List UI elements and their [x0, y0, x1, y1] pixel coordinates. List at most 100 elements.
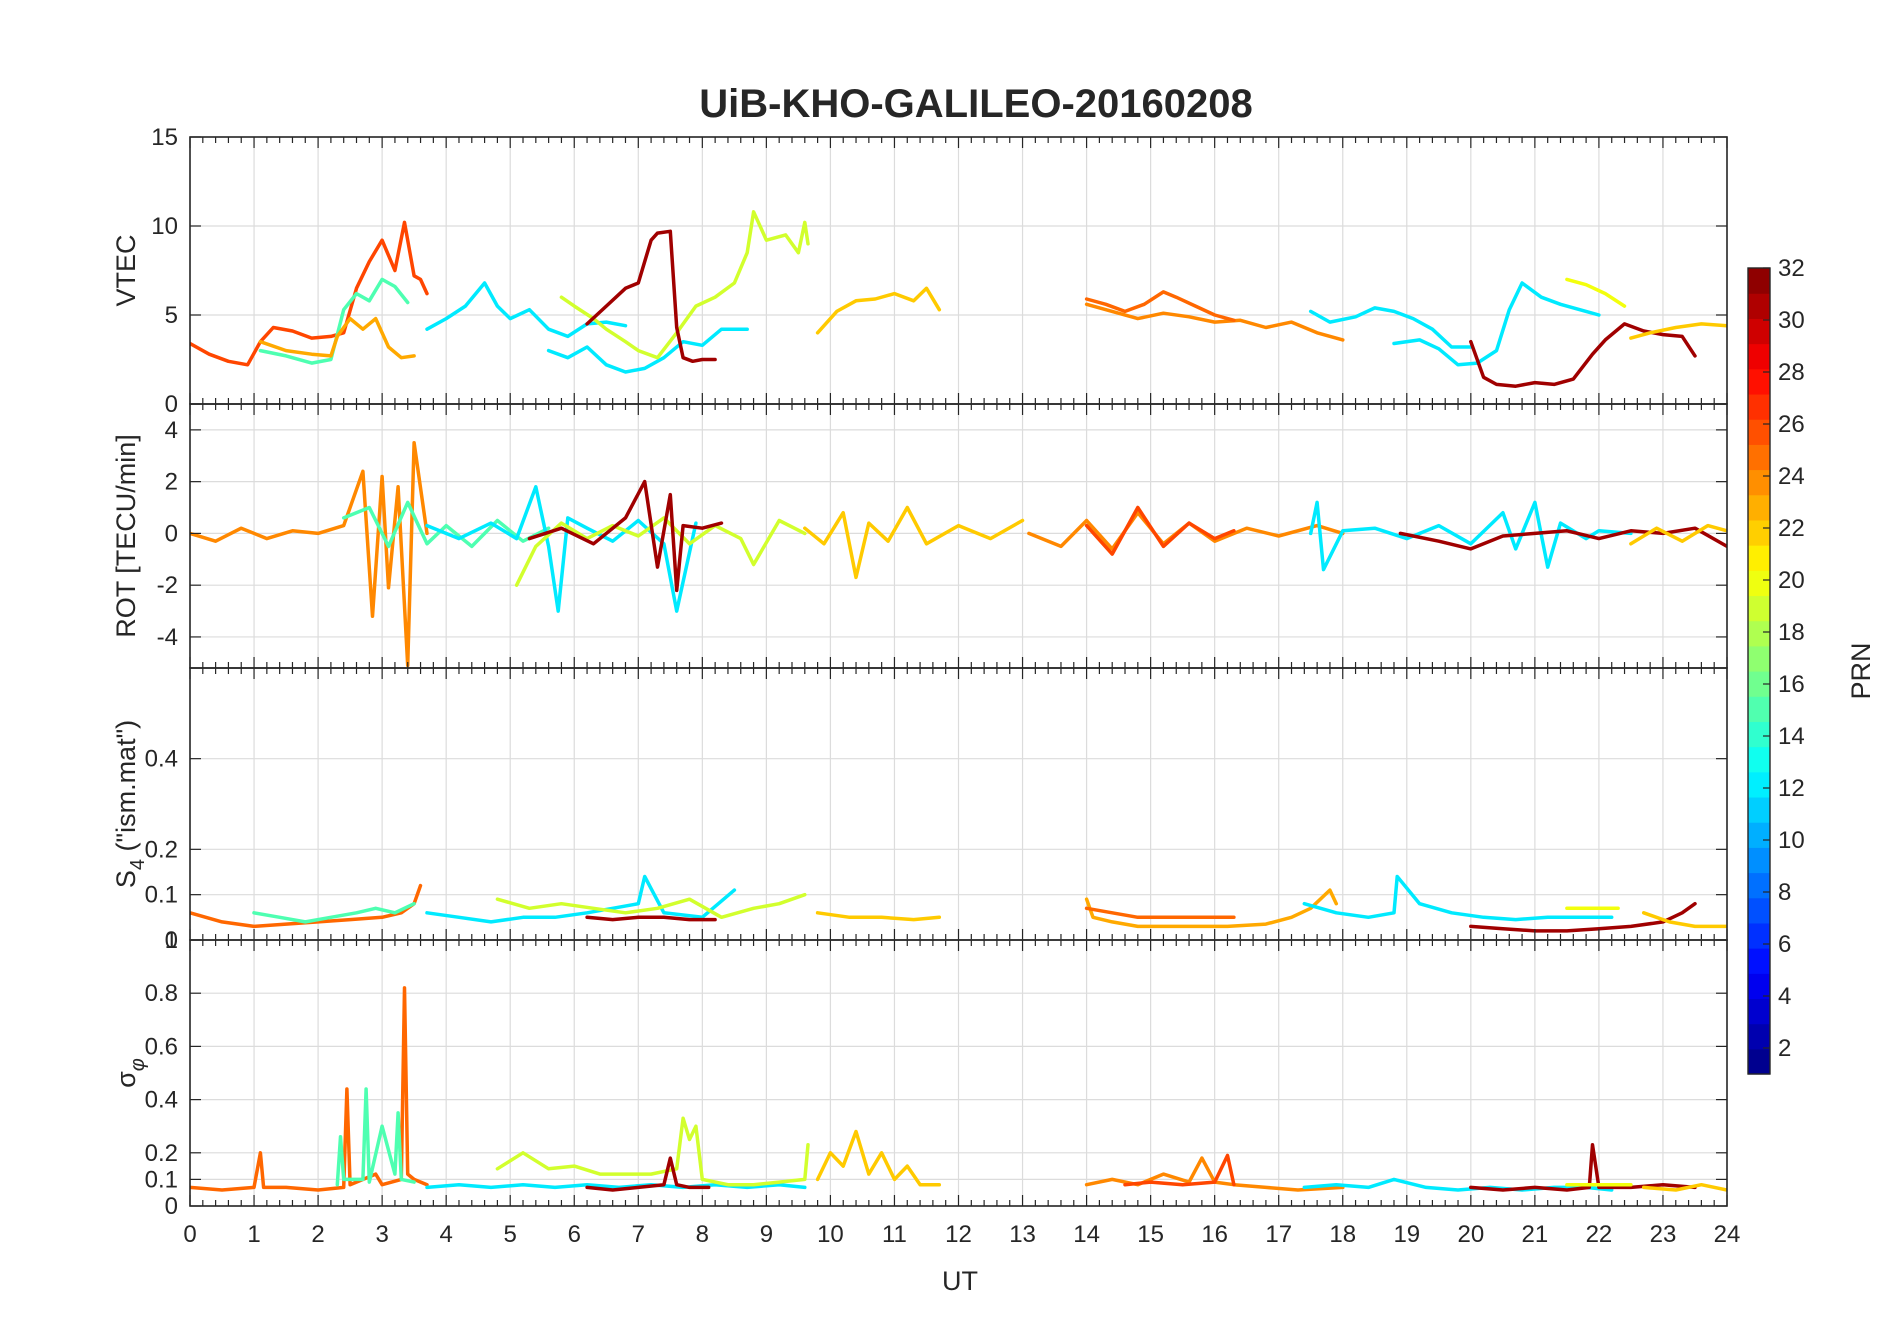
x-tick-label: 12 [945, 1221, 972, 1248]
x-tick-label: 5 [504, 1221, 517, 1248]
vtec-series-prn-31-12 [1469, 322, 1697, 388]
sigma-series-prn-31-4 [585, 1156, 711, 1192]
vtec-series-prn-12-10 [1308, 306, 1473, 349]
colorbar-swatch [1748, 268, 1770, 294]
colorbar-swatch [1748, 293, 1770, 319]
colorbar-tick-label: 16 [1778, 671, 1805, 698]
vtec-series-prn-23-2 [258, 316, 416, 360]
colorbar-swatch [1748, 696, 1770, 722]
vtec-y-tick-label: 10 [151, 213, 178, 240]
x-tick-label: 4 [439, 1221, 452, 1248]
sigma-series-prn-22-5 [815, 1129, 942, 1187]
sigma-series-prn-19-3 [495, 1116, 810, 1187]
vtec-series-prn-19-5 [559, 210, 810, 360]
vtec-y-tick-label: 5 [165, 302, 178, 329]
vtec-series-prn-24-8 [1084, 302, 1345, 342]
colorbar-tick-label: 32 [1778, 255, 1805, 282]
rot-series-prn-15-1 [341, 500, 551, 549]
colorbar-swatch [1748, 847, 1770, 874]
s4-series-prn-22-11 [1641, 911, 1727, 929]
rot-series-prn-26-7 [1084, 505, 1236, 556]
x-tick-label: 2 [311, 1221, 324, 1248]
vtec-series-prn-25-9 [1084, 290, 1236, 323]
s4-series-prn-31-4 [585, 915, 717, 922]
vtec-series-prn-12-4 [546, 327, 749, 374]
colorbar-tick-label: 10 [1778, 827, 1805, 854]
colorbar-swatch [1748, 444, 1770, 471]
colorbar-swatch [1748, 746, 1770, 773]
colorbar-tick-label: 4 [1778, 983, 1791, 1010]
x-tick-label: 16 [1201, 1221, 1228, 1248]
colorbar-swatch [1748, 393, 1770, 420]
colorbar-tick-label: 30 [1778, 307, 1805, 334]
s4-y-tick-label: 0 [165, 927, 178, 954]
colorbar-tick-label: 18 [1778, 619, 1805, 646]
x-tick-label: 24 [1714, 1221, 1741, 1248]
x-tick-label: 15 [1137, 1221, 1164, 1248]
vtec-series-prn-22-14 [1629, 322, 1727, 340]
colorbar-swatch [1748, 721, 1770, 748]
colorbar-swatch [1748, 1048, 1770, 1075]
colorbar-tick-label: 8 [1778, 879, 1791, 906]
rot-y-tick-label: 2 [165, 469, 178, 496]
s4-y-tick-label: 0.2 [145, 836, 178, 863]
sigma-series-prn-12-8 [1302, 1177, 1614, 1192]
rot-series-prn-31-4 [527, 479, 724, 593]
colorbar-tick-label: 28 [1778, 359, 1805, 386]
colorbar-swatch [1748, 545, 1770, 571]
colorbar-label: PRN [1846, 642, 1876, 699]
colorbar-swatch [1748, 494, 1770, 521]
x-tick-label: 19 [1393, 1221, 1420, 1248]
sigma-series-prn-26-7 [1123, 1153, 1236, 1187]
x-tick-label: 7 [632, 1221, 645, 1248]
colorbar-swatch [1748, 973, 1770, 1000]
rot-series-prn-19-3 [514, 516, 807, 587]
colorbar-swatch [1748, 922, 1770, 949]
colorbar-swatch [1748, 519, 1770, 546]
x-tick-label: 14 [1073, 1221, 1100, 1248]
rot-series-prn-22-10 [1629, 523, 1727, 546]
s4-series-prn-19-3 [495, 892, 807, 920]
x-tick-label: 21 [1522, 1221, 1549, 1248]
x-tick-label: 11 [882, 1221, 907, 1248]
colorbar-swatch [1748, 570, 1770, 597]
colorbar-tick-label: 24 [1778, 463, 1805, 490]
colorbar-frame [1747, 267, 1771, 1075]
colorbar-swatch [1748, 822, 1770, 848]
vtec-series-prn-26-0 [190, 220, 429, 367]
sigma-y-tick-label: 0 [165, 1193, 178, 1220]
x-tick-label: 20 [1457, 1221, 1484, 1248]
colorbar-swatch [1748, 645, 1770, 672]
rot-series-group [190, 441, 1727, 668]
panel-rot: -4 -2 0 2 4 ROT [TECU/min] [111, 403, 1728, 669]
panel-vtec: 0 5 10 15 VTEC [111, 124, 1728, 418]
x-tick-label: 10 [817, 1221, 844, 1248]
sigma-axes-frame [189, 939, 1728, 1207]
rot-series-prn-31-9 [1398, 526, 1727, 551]
vtec-y-tick-label: 15 [151, 124, 178, 151]
colorbar-swatch [1748, 343, 1770, 370]
x-tick-label: 6 [568, 1221, 581, 1248]
vtec-y-tick-label: 0 [165, 391, 178, 418]
colorbar-tick-label: 6 [1778, 931, 1791, 958]
sigma-y-tick-label: 0.4 [145, 1087, 178, 1114]
rot-series-prn-12-2 [425, 485, 698, 613]
s4-series-group [190, 874, 1727, 933]
x-tick-label: 17 [1265, 1221, 1292, 1248]
colorbar-swatch [1748, 595, 1770, 622]
sigma-series-prn-22-11 [1641, 1182, 1727, 1192]
colorbar-swatch [1748, 1023, 1770, 1050]
vtec-series-prn-22-7 [815, 286, 942, 335]
colorbar-tick-label: 20 [1778, 567, 1805, 594]
sigma-y-axis-label: σφ [111, 1058, 149, 1088]
colorbar-swatch [1748, 671, 1770, 697]
vtec-series-prn-31-6 [585, 229, 717, 364]
rot-series-prn-22-5 [803, 505, 1025, 580]
s4-series-prn-22-5 [815, 911, 942, 922]
s4-y-axis-label: S4 ("ism.mat") [111, 720, 149, 888]
colorbar-tick-label: 22 [1778, 515, 1805, 542]
rot-y-tick-label: 0 [165, 520, 178, 547]
